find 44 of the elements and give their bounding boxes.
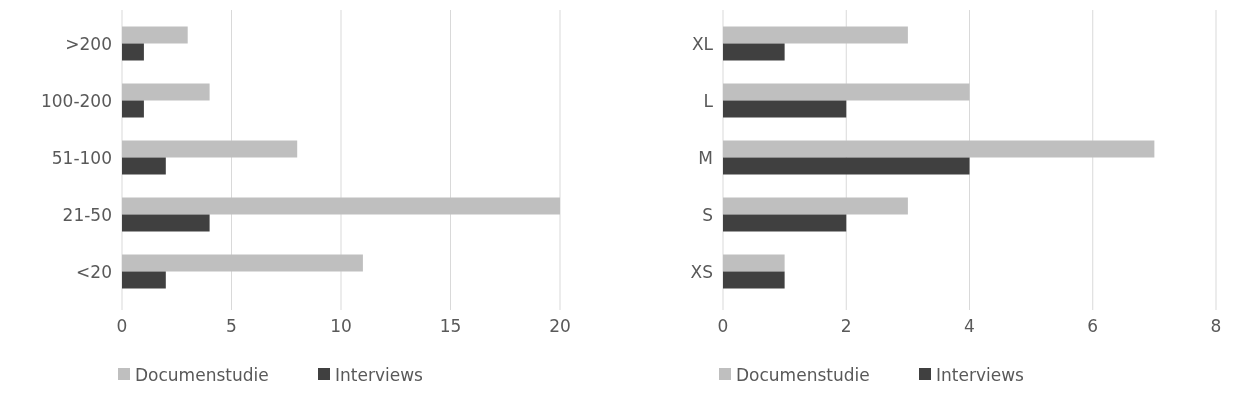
x-tick-label: 0	[717, 316, 729, 336]
legend-label: Documenstudie	[736, 365, 870, 385]
bar	[122, 157, 166, 175]
x-tick-label: 15	[439, 316, 462, 336]
x-tick-label: 20	[549, 316, 571, 336]
bar	[723, 157, 970, 175]
y-tick-label: 51-100	[51, 147, 112, 168]
y-tick-label: 100-200	[40, 90, 112, 111]
bar	[122, 140, 298, 158]
bar	[122, 197, 560, 215]
x-tick-label: 4	[964, 316, 975, 336]
x-tick-label: 5	[226, 316, 237, 336]
x-tick-label: 0	[116, 316, 128, 336]
bar	[122, 254, 363, 272]
y-tick-label: L	[703, 90, 714, 111]
bar	[723, 43, 785, 61]
bar	[122, 83, 210, 101]
y-tick-label: <20	[76, 261, 112, 282]
y-tick-label: >200	[65, 33, 112, 54]
bar	[122, 43, 144, 61]
bar	[122, 214, 210, 232]
bar	[723, 214, 847, 232]
y-tick-label: S	[702, 204, 713, 225]
bar	[723, 26, 908, 44]
legend-label: Documenstudie	[135, 365, 269, 385]
y-tick-label: XL	[691, 33, 714, 54]
x-tick-label: 10	[330, 316, 352, 336]
y-tick-label: M	[698, 147, 713, 168]
x-tick-label: 2	[840, 316, 852, 336]
bar	[723, 83, 970, 101]
legend-label: Interviews	[335, 365, 424, 385]
y-tick-label: 21-50	[62, 204, 112, 225]
bar	[122, 100, 144, 118]
y-tick-label: XS	[690, 261, 713, 282]
x-tick-label: 6	[1087, 316, 1099, 336]
bar	[723, 271, 785, 289]
bar	[723, 254, 785, 272]
bar	[723, 197, 908, 215]
x-tick-label: 8	[1210, 316, 1222, 336]
bar	[122, 271, 166, 289]
bar	[122, 26, 188, 44]
bar	[723, 100, 847, 118]
legend-label: Interviews	[936, 365, 1025, 385]
bar	[723, 140, 1155, 158]
